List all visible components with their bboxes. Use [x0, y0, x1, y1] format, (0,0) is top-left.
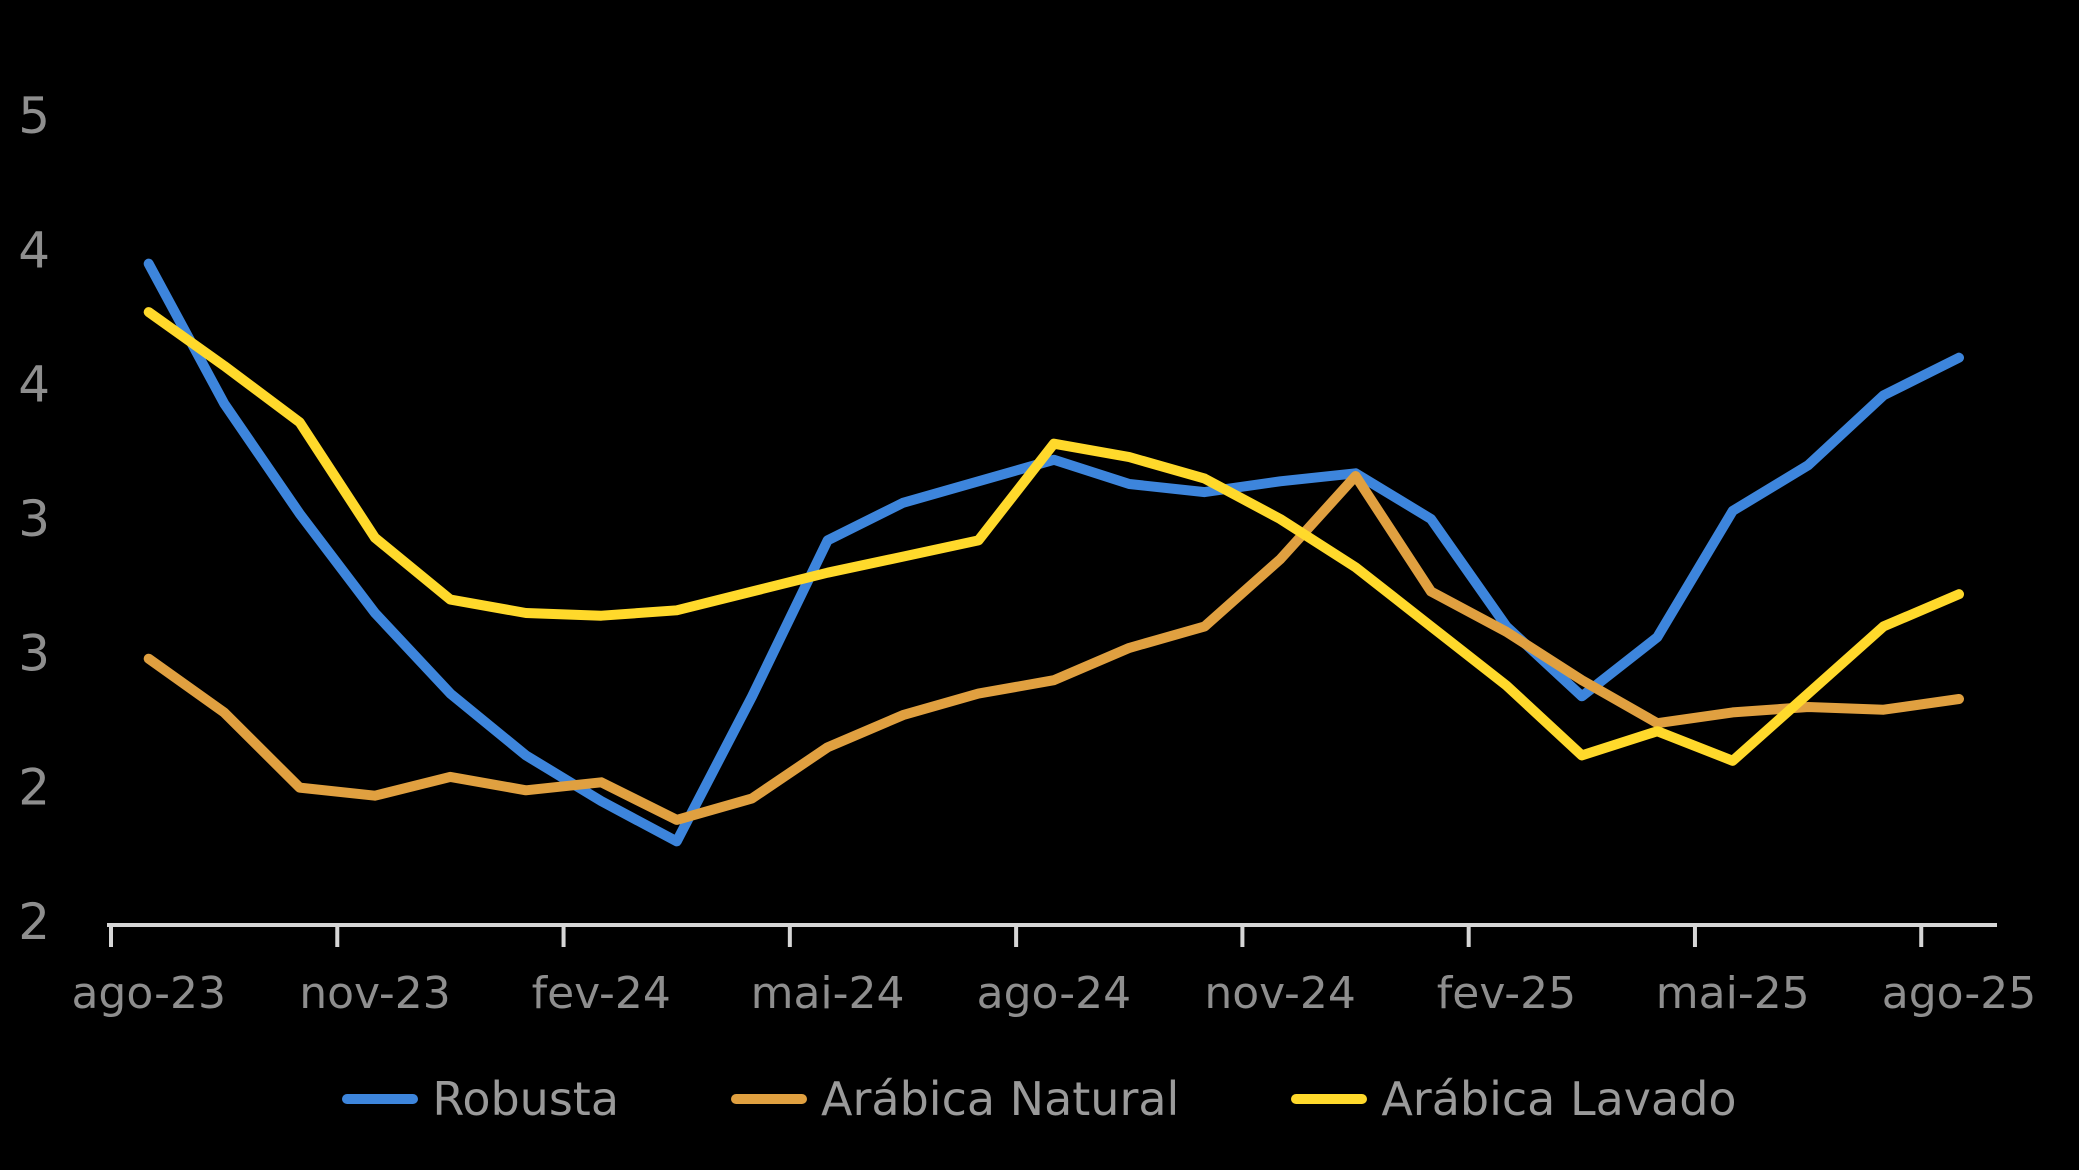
legend-label: Arábica Natural: [821, 1072, 1180, 1126]
x-axis-tick-label: mai-24: [751, 968, 905, 1019]
y-axis-tick-label: 4: [18, 221, 50, 279]
legend-swatch-icon: [1291, 1094, 1368, 1104]
legend: Robusta Arábica Natural Arábica Lavado: [0, 1072, 2079, 1126]
legend-label: Arábica Lavado: [1381, 1072, 1737, 1126]
series-line-ar-bica-lavado: [143, 307, 1964, 766]
legend-label: Robusta: [432, 1072, 620, 1126]
y-axis-tick-label: 2: [18, 759, 50, 817]
y-axis-tick-label: 2: [18, 893, 50, 951]
x-axis-tick-label: nov-23: [299, 968, 451, 1019]
x-axis-tick-label: nov-24: [1204, 968, 1356, 1019]
y-axis-tick-label: 5: [18, 87, 50, 145]
y-axis-tick-label: 3: [18, 624, 50, 682]
series-line-ar-bica-natural: [143, 471, 1964, 825]
x-axis-tick-label: fev-24: [532, 968, 671, 1019]
x-axis-tick-label: fev-25: [1437, 968, 1576, 1019]
legend-item-robusta: Robusta: [342, 1072, 619, 1126]
x-axis-tick-label: mai-25: [1656, 968, 1810, 1019]
x-axis-tick-label: ago-23: [71, 968, 226, 1019]
y-axis-tick-label: 4: [18, 356, 50, 414]
legend-item-ar-bica-lavado: Arábica Lavado: [1291, 1072, 1737, 1126]
legend-swatch-icon: [342, 1094, 419, 1104]
series-line-robusta: [143, 258, 1964, 847]
y-axis-tick-label: 3: [18, 490, 50, 548]
legend-item-ar-bica-natural: Arábica Natural: [731, 1072, 1179, 1126]
x-axis-tick-label: ago-24: [977, 968, 1132, 1019]
legend-swatch-icon: [731, 1094, 808, 1104]
x-axis-tick-label: ago-25: [1882, 968, 2037, 1019]
